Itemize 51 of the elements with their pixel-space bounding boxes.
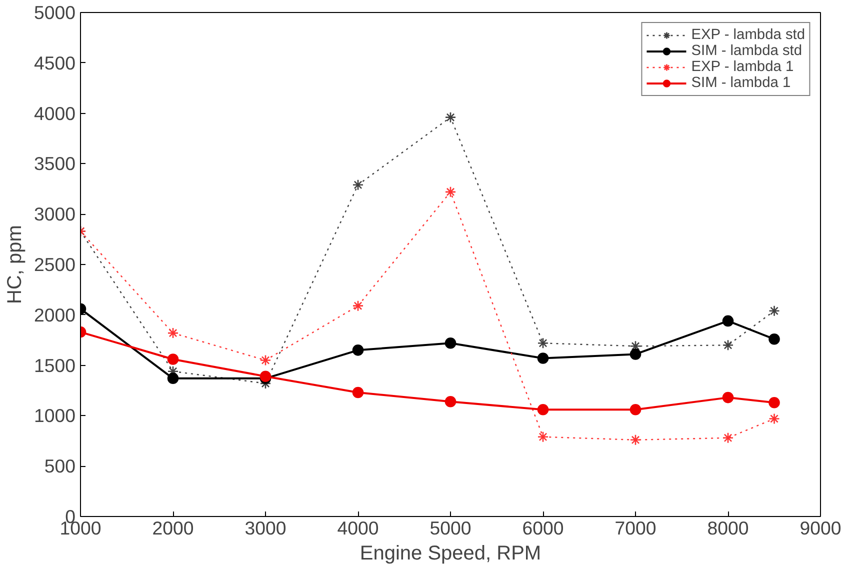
point	[444, 186, 456, 198]
point	[444, 396, 456, 408]
y-tick-label: 4500	[34, 52, 76, 74]
legend-label: SIM - lambda std	[691, 43, 802, 59]
point	[722, 432, 734, 444]
x-tick-label: 3000	[244, 518, 286, 538]
x-tick-label: 9000	[800, 518, 842, 538]
point	[768, 413, 780, 424]
point	[167, 372, 179, 384]
legend-label: EXP - lambda 1	[691, 59, 794, 75]
point	[167, 354, 179, 365]
point	[722, 339, 734, 351]
y-tick-label: 3500	[34, 153, 76, 174]
point	[537, 337, 549, 349]
point	[722, 392, 734, 404]
y-tick-label: 1500	[34, 354, 76, 376]
point	[768, 333, 780, 345]
point	[630, 434, 642, 446]
y-tick-label: 5000	[34, 2, 76, 23]
point	[352, 300, 364, 312]
y-tick-label: 4000	[34, 102, 76, 124]
y-tick-label: 1000	[34, 405, 76, 426]
point	[444, 112, 456, 123]
x-tick-label: 6000	[522, 518, 564, 538]
point	[260, 354, 272, 366]
point	[768, 396, 780, 408]
point	[722, 315, 734, 327]
x-axis-title: Engine Speed, RPM	[360, 542, 542, 564]
point	[167, 327, 179, 339]
point	[352, 386, 364, 398]
y-axis-title: HC, ppm	[4, 225, 26, 304]
point	[537, 352, 549, 364]
legend-label: EXP - lambda std	[691, 27, 805, 43]
x-tick-label: 4000	[337, 518, 379, 538]
point	[630, 348, 642, 360]
x-tick-label: 2000	[152, 518, 194, 538]
point	[352, 179, 364, 191]
x-tick-label: 8000	[707, 518, 749, 538]
point	[352, 344, 364, 356]
x-tick-label: 5000	[430, 518, 472, 538]
point	[630, 404, 642, 416]
y-tick-label: 500	[44, 456, 76, 477]
y-tick-label: 3000	[34, 204, 76, 225]
x-tick-label: 7000	[614, 518, 656, 538]
y-tick-label: 2500	[34, 254, 76, 275]
y-tick-label: 2000	[34, 304, 76, 326]
point	[537, 431, 549, 443]
point	[444, 337, 456, 349]
legend-label: SIM - lambda 1	[691, 75, 791, 91]
point	[537, 404, 549, 416]
point	[768, 305, 780, 317]
